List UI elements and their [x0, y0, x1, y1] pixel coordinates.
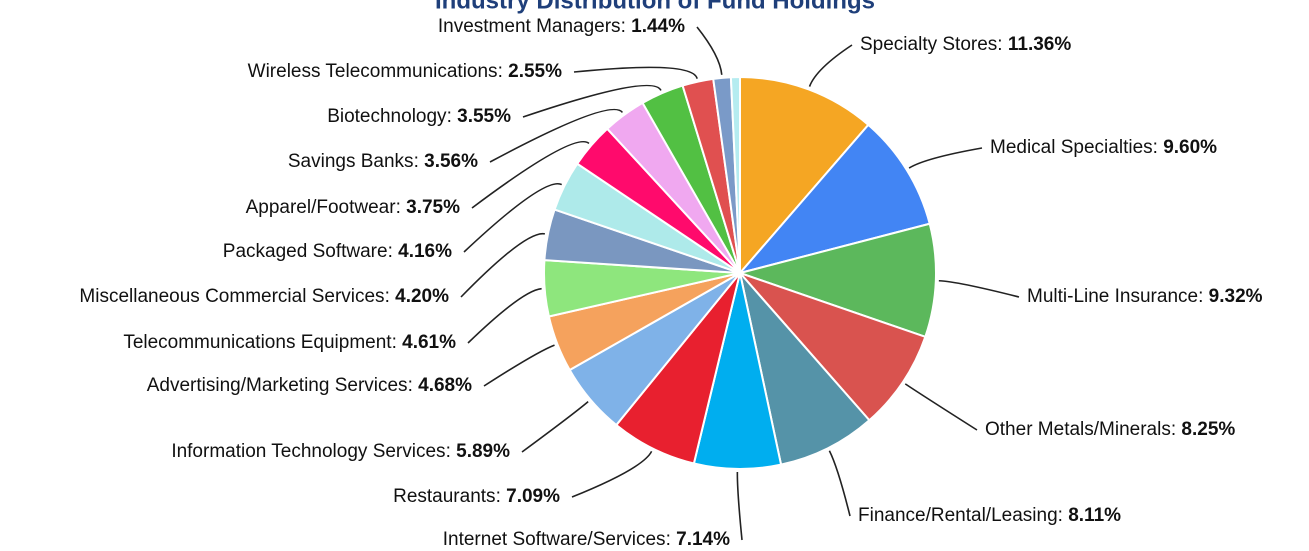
separator: :	[396, 197, 407, 218]
slice-value: 3.75%	[406, 197, 460, 218]
slice-name: Wireless Telecommunications	[248, 61, 498, 82]
separator: :	[1198, 286, 1209, 307]
slice-value: 4.61%	[402, 332, 456, 353]
separator: :	[496, 486, 507, 507]
slice-label: Internet Software/Services: 7.14%	[443, 529, 730, 550]
slice-value: 4.20%	[395, 286, 449, 307]
slice-name: Apparel/Footwear	[246, 197, 397, 218]
slice-name: Biotechnology	[327, 106, 447, 127]
slice-value: 9.60%	[1163, 137, 1217, 158]
slice-name: Investment Managers	[438, 16, 621, 37]
slice-value: 3.55%	[457, 106, 511, 127]
slice-label: Medical Specialties: 9.60%	[990, 137, 1217, 158]
leader-line	[573, 66, 698, 80]
leader-line	[489, 108, 624, 163]
slice-label: Multi-Line Insurance: 9.32%	[1027, 286, 1263, 307]
leader-line	[463, 182, 563, 253]
slice-label: Finance/Rental/Leasing: 8.11%	[858, 505, 1121, 526]
separator: :	[666, 529, 677, 550]
slice-value: 1.44%	[631, 16, 685, 37]
leader-line	[696, 26, 723, 75]
pie-slice	[736, 270, 927, 422]
separator: :	[1058, 505, 1069, 526]
slice-name: Savings Banks	[288, 151, 414, 172]
slice-label: Apparel/Footwear: 3.75%	[246, 197, 461, 218]
separator: :	[408, 375, 419, 396]
slice-value: 5.89%	[456, 441, 510, 462]
slice-name: Packaged Software	[223, 241, 388, 262]
slice-label: Restaurants: 7.09%	[393, 486, 560, 507]
leader-line	[571, 450, 653, 498]
slice-label: Biotechnology: 3.55%	[327, 106, 511, 127]
separator: :	[392, 332, 403, 353]
slice-name: Restaurants	[393, 486, 495, 507]
slice-value: 9.32%	[1209, 286, 1263, 307]
leader-line	[908, 147, 983, 169]
slice-value: 7.14%	[676, 529, 730, 550]
slice-label: Wireless Telecommunications: 2.55%	[248, 61, 562, 82]
slice-label: Savings Banks: 3.56%	[288, 151, 478, 172]
separator: :	[447, 106, 458, 127]
slice-name: Specialty Stores	[860, 34, 997, 55]
slice-label: Advertising/Marketing Services: 4.68%	[147, 375, 472, 396]
separator: :	[385, 286, 396, 307]
separator: :	[388, 241, 399, 262]
slice-label: Other Metals/Minerals: 8.25%	[985, 419, 1235, 440]
slice-label: Specialty Stores: 11.36%	[860, 34, 1071, 55]
slice-name: Finance/Rental/Leasing	[858, 505, 1058, 526]
separator: :	[498, 61, 509, 82]
separator: :	[1153, 137, 1164, 158]
slice-label: Investment Managers: 1.44%	[438, 16, 685, 37]
slice-name: Medical Specialties	[990, 137, 1153, 158]
chart-title: Industry Distribution of Fund Holdings	[435, 0, 875, 14]
separator: :	[621, 16, 632, 37]
slice-label: Information Technology Services: 5.89%	[171, 441, 510, 462]
slice-name: Information Technology Services	[171, 441, 445, 462]
slice-name: Advertising/Marketing Services	[147, 375, 408, 396]
pie-slice	[739, 75, 870, 276]
slice-value: 3.56%	[424, 151, 478, 172]
pie	[543, 75, 937, 470]
slice-name: Telecommunications Equipment	[123, 332, 392, 353]
separator: :	[997, 34, 1008, 55]
separator: :	[1171, 419, 1182, 440]
separator: :	[446, 441, 457, 462]
separator: :	[414, 151, 425, 172]
pie-slice	[729, 75, 741, 274]
leader-line	[460, 232, 546, 298]
leader-line	[483, 344, 555, 387]
leader-line	[522, 84, 662, 118]
slice-name: Internet Software/Services	[443, 529, 666, 550]
leader-line	[471, 140, 590, 209]
slice-label: Packaged Software: 4.16%	[223, 241, 452, 262]
leader-line	[467, 287, 542, 344]
slice-value: 4.68%	[418, 375, 472, 396]
leader-line	[736, 471, 743, 541]
slice-value: 8.25%	[1181, 419, 1235, 440]
slice-value: 11.36%	[1008, 34, 1071, 55]
slice-value: 7.09%	[506, 486, 560, 507]
pie-slice	[738, 269, 871, 466]
leader-line	[938, 279, 1020, 298]
slice-value: 2.55%	[508, 61, 562, 82]
slice-label: Miscellaneous Commercial Services: 4.20%	[79, 286, 449, 307]
slice-name: Multi-Line Insurance	[1027, 286, 1198, 307]
slice-value: 4.16%	[398, 241, 452, 262]
pie-slice	[736, 222, 937, 339]
leader-line	[521, 401, 589, 453]
leader-line	[904, 383, 978, 431]
slice-value: 8.11%	[1068, 505, 1121, 526]
leader-line	[828, 450, 851, 517]
leader-line	[808, 44, 853, 87]
slice-name: Miscellaneous Commercial Services	[79, 286, 384, 307]
slice-name: Other Metals/Minerals	[985, 419, 1171, 440]
labels: Specialty Stores: 11.36% Medical Specialt…	[79, 16, 1262, 550]
slice-label: Telecommunications Equipment: 4.61%	[123, 332, 456, 353]
